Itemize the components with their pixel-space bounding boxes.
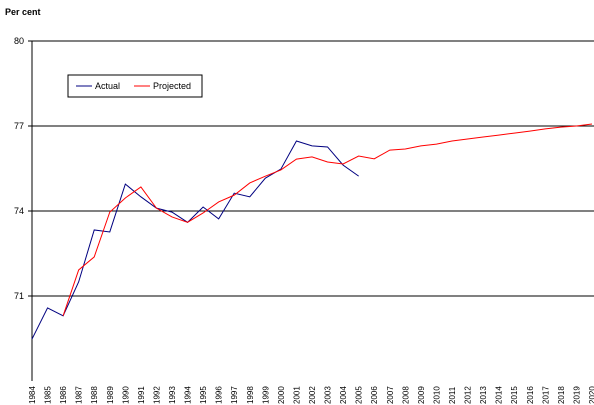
x-tick-label: 2013 xyxy=(479,386,488,404)
x-tick-label: 1988 xyxy=(90,386,99,404)
x-tick-label: 1997 xyxy=(230,386,239,404)
x-tick-label: 2020 xyxy=(588,386,594,404)
x-tick-label: 1985 xyxy=(44,386,53,404)
x-tick-label: 1994 xyxy=(184,386,193,404)
x-tick-label: 1993 xyxy=(168,386,177,404)
x-tick-label: 1995 xyxy=(199,386,208,404)
x-tick-label: 2012 xyxy=(464,386,473,404)
x-tick-label: 1998 xyxy=(246,386,255,404)
x-tick-label: 2019 xyxy=(572,386,581,404)
x-tick-label: 1984 xyxy=(28,386,37,404)
x-tick-label: 1999 xyxy=(261,386,270,404)
x-tick-label: 1992 xyxy=(152,386,161,404)
x-tick-label: 2017 xyxy=(541,386,550,404)
x-tick-label: 2016 xyxy=(526,386,535,404)
y-tick-label: 74 xyxy=(14,206,24,216)
legend-label: Projected xyxy=(153,81,191,91)
series-line xyxy=(31,140,359,340)
x-tick-label: 2000 xyxy=(277,386,286,404)
x-tick-label: 2018 xyxy=(557,386,566,404)
x-tick-label: 2006 xyxy=(370,386,379,404)
y-tick-label: 77 xyxy=(14,121,24,131)
x-tick-label: 1987 xyxy=(75,386,84,404)
x-tick-label: 1989 xyxy=(106,386,115,404)
series-line xyxy=(62,123,593,316)
x-tick-label: 2001 xyxy=(292,386,301,404)
x-tick-label: 2015 xyxy=(510,386,519,404)
x-tick-label: 2005 xyxy=(355,386,364,404)
x-tick-label: 2003 xyxy=(324,386,333,404)
x-tick-label: 2002 xyxy=(308,386,317,404)
x-tick-label: 1986 xyxy=(59,386,68,404)
x-tick-label: 2009 xyxy=(417,386,426,404)
x-tick-label: 2008 xyxy=(401,386,410,404)
x-tick-label: 2011 xyxy=(448,386,457,404)
y-tick-label: 71 xyxy=(14,291,24,301)
x-tick-label: 1991 xyxy=(137,386,146,404)
y-tick-label: 80 xyxy=(14,36,24,46)
x-tick-label: 2014 xyxy=(495,386,504,404)
legend-label: Actual xyxy=(95,81,120,91)
x-tick-label: 1996 xyxy=(215,386,224,404)
x-tick-label: 2010 xyxy=(432,386,441,404)
chart-title: Per cent xyxy=(5,7,41,17)
x-tick-label: 2004 xyxy=(339,386,348,404)
x-tick-label: 1990 xyxy=(121,386,130,404)
x-tick-label: 2007 xyxy=(386,386,395,404)
